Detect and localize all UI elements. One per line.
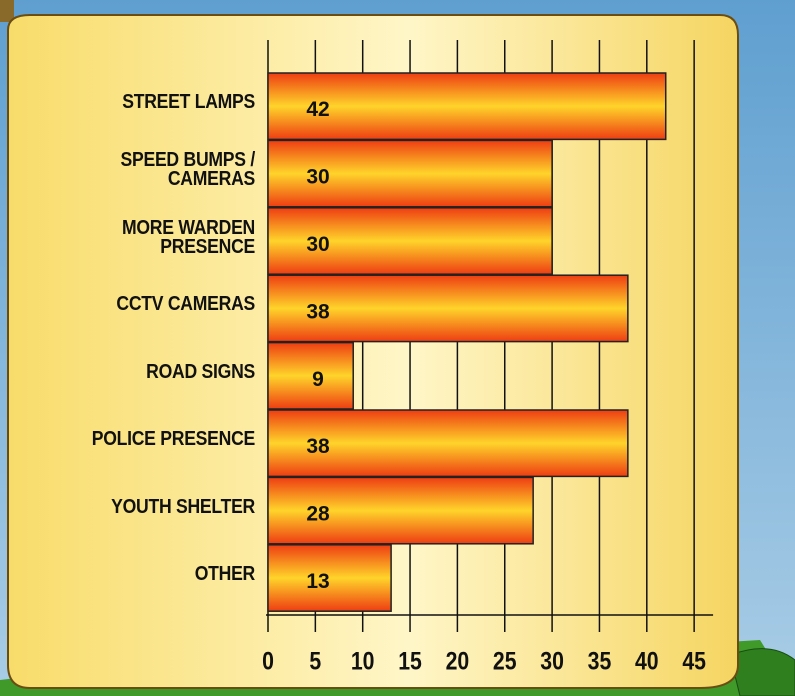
value-label: 42	[306, 98, 329, 121]
bar	[267, 341, 354, 410]
x-tick-label: 40	[635, 647, 659, 675]
value-label: 38	[306, 435, 330, 458]
y-tick-label: STREET LAMPS	[122, 91, 255, 114]
y-tick-label: OTHER	[194, 563, 256, 585]
bar	[267, 544, 392, 612]
x-tick-label: 15	[398, 647, 422, 675]
bar	[267, 72, 667, 141]
value-label: 13	[306, 570, 329, 593]
x-tick-label: 30	[540, 647, 564, 675]
y-tick-label: YOUTH SHELTER	[111, 495, 255, 518]
pole	[0, 0, 14, 22]
value-label: 9	[312, 368, 324, 391]
bar	[267, 139, 553, 208]
y-tick-label: SPEED BUMPS / CAMERAS	[120, 149, 256, 191]
bar	[267, 207, 553, 275]
value-label: 30	[306, 166, 329, 189]
y-tick-label: MORE WARDEN PRESENCE	[121, 216, 255, 258]
x-tick-label: 45	[682, 647, 706, 675]
bar	[267, 274, 629, 343]
x-tick-label: 25	[493, 647, 517, 675]
bar	[267, 476, 534, 545]
x-tick-label: 20	[446, 647, 470, 675]
leaf	[729, 648, 795, 696]
y-tick-label: ROAD SIGNS	[146, 360, 255, 383]
x-tick-label: 0	[262, 647, 274, 675]
x-tick-label: 5	[309, 647, 321, 675]
x-tick-label: 10	[351, 647, 375, 675]
bar	[267, 409, 629, 478]
scroll-panel	[7, 14, 739, 689]
value-label: 28	[306, 503, 330, 526]
y-tick-label: POLICE PRESENCE	[91, 428, 256, 451]
y-tick-label: CCTV CAMERAS	[116, 293, 255, 316]
value-label: 38	[306, 300, 330, 323]
x-tick-label: 35	[588, 647, 612, 675]
value-label: 30	[306, 233, 329, 256]
